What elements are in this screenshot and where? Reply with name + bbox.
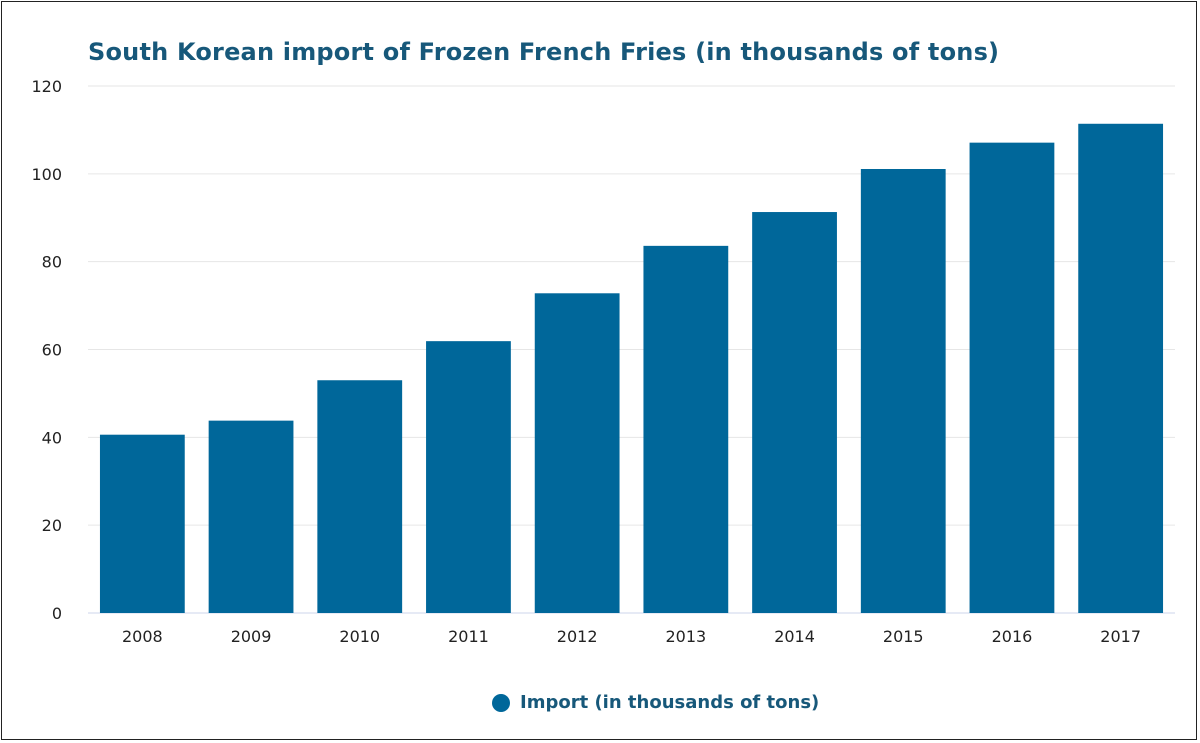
- x-tick-label: 2015: [883, 627, 924, 646]
- legend-label: Import (in thousands of tons): [520, 692, 820, 713]
- bar-2016: [969, 142, 1055, 613]
- legend-marker: [492, 693, 510, 712]
- x-tick-label: 2008: [122, 627, 163, 646]
- x-tick-label: 2012: [557, 627, 598, 646]
- bar-2013: [643, 245, 729, 613]
- bar-2012: [534, 293, 620, 613]
- bar-2017: [1078, 123, 1164, 613]
- x-tick-label: 2011: [448, 627, 489, 646]
- bar-2011: [426, 341, 511, 613]
- y-tick-label: 60: [42, 341, 62, 360]
- x-tick-label: 2016: [992, 627, 1033, 646]
- y-tick-label: 120: [31, 77, 62, 96]
- bar-2010: [317, 380, 403, 613]
- x-tick-label: 2013: [665, 627, 706, 646]
- legend[interactable]: Import (in thousands of tons): [492, 692, 819, 713]
- x-tick-label: 2010: [339, 627, 380, 646]
- x-tick-label: 2017: [1100, 627, 1141, 646]
- x-tick-label: 2009: [231, 627, 272, 646]
- y-tick-label: 0: [52, 604, 62, 623]
- bar-2008: [99, 434, 185, 613]
- chart-title: South Korean import of Frozen French Fri…: [88, 38, 1000, 66]
- y-tick-label: 20: [42, 516, 62, 535]
- bar-2015: [860, 169, 946, 613]
- y-tick-label: 100: [31, 165, 62, 184]
- y-tick-label: 80: [42, 253, 62, 272]
- bar-2014: [752, 212, 837, 613]
- x-tick-label: 2014: [774, 627, 815, 646]
- bar-2009: [208, 420, 294, 613]
- y-tick-label: 40: [42, 428, 62, 447]
